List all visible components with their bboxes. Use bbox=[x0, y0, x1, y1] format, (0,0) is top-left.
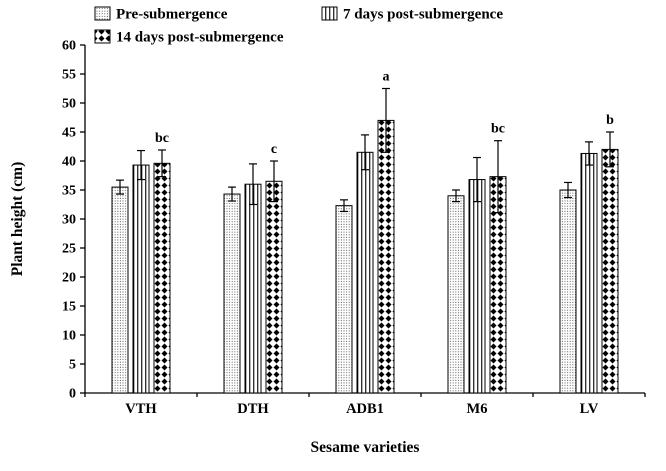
error-bar bbox=[270, 160, 278, 203]
y-tick-label: 5 bbox=[69, 358, 76, 373]
category-label: DTH bbox=[237, 401, 269, 417]
y-tick-label: 40 bbox=[62, 155, 76, 170]
legend-swatch bbox=[321, 6, 338, 21]
bar bbox=[559, 189, 577, 394]
y-tick-label: 0 bbox=[69, 387, 76, 402]
error-bar bbox=[249, 163, 257, 206]
y-tick-label: 20 bbox=[62, 271, 76, 286]
legend-item: Pre-submergence bbox=[94, 6, 228, 23]
legend-item: 7 days post-submergence bbox=[321, 6, 503, 23]
bar bbox=[356, 151, 374, 394]
bar bbox=[244, 183, 262, 394]
error-bar bbox=[340, 199, 348, 213]
error-bar bbox=[137, 149, 145, 181]
bar bbox=[447, 195, 465, 394]
y-tick-label: 35 bbox=[62, 184, 76, 199]
bar bbox=[377, 119, 395, 394]
y-tick-label: 30 bbox=[62, 213, 76, 228]
category-label: ADB1 bbox=[346, 401, 384, 417]
category-label: VTH bbox=[125, 401, 157, 417]
error-bar bbox=[473, 156, 481, 203]
significance-letter: a bbox=[383, 70, 390, 85]
significance-letter: b bbox=[606, 113, 614, 128]
legend-swatch bbox=[94, 29, 111, 44]
error-bar bbox=[158, 149, 166, 178]
y-tick-label: 10 bbox=[62, 329, 76, 344]
category-label: M6 bbox=[467, 401, 488, 417]
bar bbox=[335, 205, 353, 394]
significance-letter: bc bbox=[491, 122, 505, 137]
y-tick-label: 45 bbox=[62, 126, 76, 141]
bar bbox=[132, 164, 150, 394]
error-bar bbox=[564, 181, 572, 199]
legend-label: 7 days post-submergence bbox=[343, 7, 503, 23]
significance-letter: c bbox=[271, 142, 277, 157]
y-tick-label: 55 bbox=[62, 68, 76, 83]
y-tick-label: 15 bbox=[62, 300, 76, 315]
bar bbox=[223, 193, 241, 394]
bar bbox=[580, 152, 598, 394]
legend-label: Pre-submergence bbox=[116, 7, 228, 23]
bar bbox=[468, 179, 486, 394]
error-bar bbox=[452, 189, 460, 203]
bar bbox=[601, 148, 619, 394]
x-axis-title: Sesame varieties bbox=[311, 439, 420, 456]
error-bar bbox=[606, 131, 614, 168]
bar bbox=[265, 180, 283, 394]
error-bar bbox=[228, 186, 236, 202]
category-label: LV bbox=[580, 401, 599, 417]
legend-label: 14 days post-submergence bbox=[116, 30, 284, 46]
legend-item: 14 days post-submergence bbox=[94, 29, 284, 46]
error-bar bbox=[382, 87, 390, 153]
error-bar bbox=[585, 141, 593, 166]
y-axis-title: Plant height (cm) bbox=[9, 162, 26, 277]
y-tick-label: 25 bbox=[62, 242, 76, 257]
y-tick-label: 60 bbox=[62, 39, 76, 54]
significance-letter: bc bbox=[155, 131, 169, 146]
error-bar bbox=[494, 140, 502, 214]
y-tick-label: 50 bbox=[62, 97, 76, 112]
legend-swatch bbox=[94, 6, 111, 21]
bar bbox=[111, 186, 129, 394]
error-bar bbox=[361, 134, 369, 171]
bar bbox=[153, 162, 171, 394]
error-bar bbox=[116, 179, 124, 195]
